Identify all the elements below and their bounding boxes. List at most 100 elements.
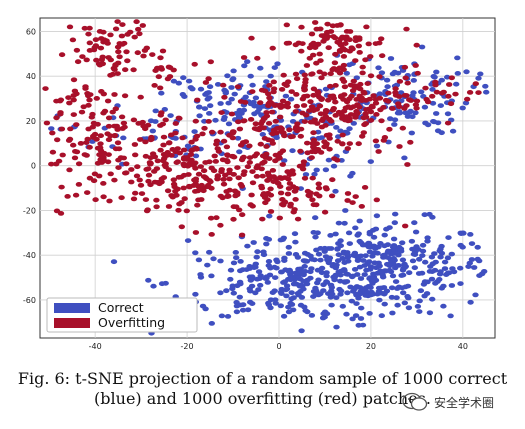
scatter-point — [321, 139, 328, 145]
scatter-point — [292, 197, 299, 202]
scatter-point — [104, 98, 112, 104]
scatter-point — [477, 71, 484, 77]
x-tick-label: -40 — [89, 342, 102, 350]
scatter-point — [387, 257, 395, 263]
scatter-point — [152, 68, 159, 73]
scatter-point — [308, 31, 316, 37]
scatter-point — [223, 158, 231, 163]
scatter-point — [281, 133, 288, 139]
scatter-point — [304, 252, 311, 257]
figure-caption: Fig. 6: t-SNE projection of a random sam… — [0, 369, 525, 409]
scatter-point — [333, 295, 340, 300]
scatter-point — [100, 181, 107, 186]
scatter-point — [92, 37, 100, 43]
scatter-point — [78, 109, 86, 115]
scatter-point — [149, 151, 157, 157]
scatter-point — [310, 92, 317, 98]
scatter-point — [429, 214, 436, 220]
scatter-point — [361, 122, 368, 128]
scatter-point — [289, 171, 297, 177]
scatter-point — [223, 189, 230, 194]
scatter-point — [418, 44, 426, 50]
scatter-point — [273, 135, 280, 141]
scatter-point — [246, 266, 253, 271]
scatter-point — [232, 250, 239, 255]
scatter-point — [474, 244, 481, 250]
scatter-point — [406, 97, 413, 103]
scatter-point — [220, 138, 228, 144]
scatter-point — [270, 89, 277, 95]
series-overfitting — [42, 19, 482, 238]
scatter-point — [206, 111, 213, 116]
scatter-point — [67, 126, 74, 132]
scatter-point — [333, 324, 340, 330]
scatter-point — [210, 256, 217, 262]
scatter-point — [208, 232, 215, 237]
scatter-point — [253, 254, 260, 260]
scatter-point — [218, 110, 225, 115]
scatter-point — [328, 193, 336, 199]
scatter-point — [221, 94, 228, 100]
scatter-point — [429, 296, 436, 302]
scatter-point — [266, 156, 273, 162]
scatter-point — [307, 99, 314, 105]
scatter-point — [314, 230, 321, 236]
scatter-point — [205, 76, 212, 82]
scatter-point — [196, 113, 203, 119]
scatter-point — [289, 148, 296, 154]
scatter-point — [227, 267, 235, 273]
scatter-point — [285, 186, 293, 191]
scatter-point — [247, 117, 255, 122]
scatter-point — [266, 213, 273, 219]
scatter-point — [205, 119, 212, 124]
scatter-point — [86, 25, 93, 31]
scatter-point — [331, 35, 339, 41]
scatter-point — [356, 93, 363, 99]
x-tick-label: 0 — [276, 342, 281, 350]
scatter-point — [373, 213, 381, 219]
scatter-point — [365, 106, 373, 112]
scatter-point — [114, 140, 122, 146]
scatter-point — [200, 168, 208, 174]
scatter-point — [302, 258, 309, 264]
scatter-point — [479, 271, 486, 277]
scatter-point — [112, 146, 120, 152]
scatter-point — [238, 232, 246, 238]
scatter-point — [84, 190, 91, 196]
scatter-point — [476, 258, 483, 264]
scatter-point — [357, 86, 364, 92]
scatter-point — [178, 174, 185, 180]
scatter-point — [114, 126, 122, 132]
scatter-point — [385, 90, 392, 96]
scatter-point — [71, 155, 79, 161]
scatter-point — [448, 283, 456, 288]
scatter-point — [339, 132, 346, 138]
scatter-point — [329, 93, 337, 99]
scatter-point — [240, 302, 247, 308]
scatter-point — [318, 265, 326, 271]
scatter-point — [393, 295, 400, 301]
scatter-point — [447, 101, 455, 107]
scatter-point — [287, 275, 294, 281]
scatter-point — [327, 83, 334, 89]
scatter-point — [288, 296, 295, 302]
scatter-point — [364, 81, 371, 86]
scatter-point — [312, 149, 319, 155]
scatter-point — [327, 282, 335, 288]
scatter-point — [367, 264, 375, 270]
scatter-point — [308, 313, 316, 318]
scatter-point — [98, 89, 105, 94]
scatter-point — [383, 77, 391, 83]
scatter-point — [147, 161, 154, 166]
scatter-point — [310, 40, 317, 46]
scatter-point — [162, 117, 169, 123]
scatter-point — [353, 301, 360, 306]
scatter-point — [322, 167, 330, 173]
scatter-point — [378, 118, 385, 124]
scatter-point — [157, 65, 165, 70]
axis-ticks: -40 -20 0 20 40 60 40 20 0 -20 -40 -60 — [23, 27, 468, 350]
scatter-point — [131, 142, 139, 147]
scatter-point — [367, 285, 374, 290]
scatter-point — [297, 302, 305, 308]
scatter-point — [268, 109, 276, 115]
